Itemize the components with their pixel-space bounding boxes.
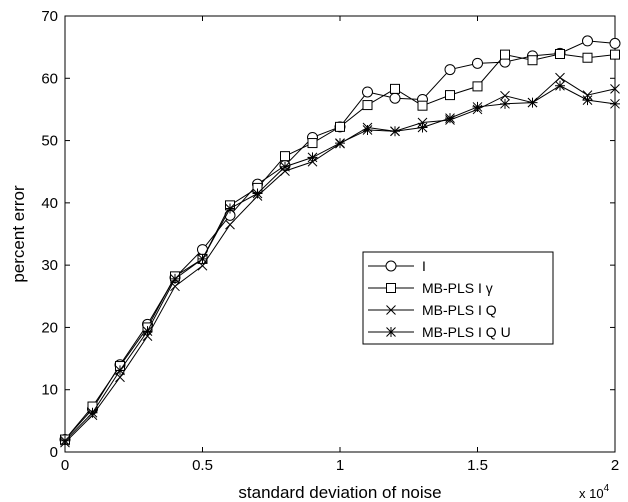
data-point xyxy=(610,49,620,60)
data-point xyxy=(115,365,125,376)
legend-label: MB-PLS I Q xyxy=(422,302,497,318)
legend-marker xyxy=(386,305,396,315)
data-point xyxy=(555,80,565,91)
data-point xyxy=(225,219,235,230)
data-point xyxy=(582,52,593,63)
data-point xyxy=(390,126,400,137)
data-point xyxy=(527,55,538,66)
legend-label: I xyxy=(422,258,426,274)
y-tick-label: 10 xyxy=(41,382,58,399)
x-scale-multiplier: x 104 xyxy=(579,483,610,501)
legend-entry: MB-PLS I Q U xyxy=(368,324,511,340)
data-point xyxy=(500,98,510,109)
data-point xyxy=(362,100,373,111)
data-point xyxy=(472,57,483,69)
x-tick-label: 1 xyxy=(336,457,344,474)
data-point xyxy=(582,35,593,47)
data-point xyxy=(445,90,455,101)
legend-marker xyxy=(386,327,396,337)
y-axis-title: percent error xyxy=(9,185,28,283)
data-point xyxy=(609,37,621,49)
data-point xyxy=(389,92,401,104)
y-tick-label: 20 xyxy=(41,319,58,336)
data-point xyxy=(417,100,428,111)
x-scale-base: x 10 xyxy=(579,486,604,501)
data-point xyxy=(445,113,455,124)
data-point xyxy=(280,161,290,172)
data-point xyxy=(362,124,373,135)
legend-label: MB-PLS I Q U xyxy=(422,324,511,340)
data-point xyxy=(197,260,208,271)
data-point xyxy=(142,326,153,337)
data-point xyxy=(307,152,318,163)
x-tick-label: 0 xyxy=(61,457,69,474)
series-square xyxy=(60,48,620,445)
series-layer xyxy=(59,35,621,448)
x-tick-label: 1.5 xyxy=(467,457,488,474)
legend-entry: MB-PLS I γ xyxy=(368,280,493,296)
data-point xyxy=(307,138,318,149)
y-tick-label: 70 xyxy=(41,8,58,25)
data-point xyxy=(500,49,510,60)
data-point xyxy=(500,90,510,101)
data-point xyxy=(417,122,428,133)
x-axis-title: standard deviation of noise xyxy=(238,483,441,502)
data-point xyxy=(280,151,290,162)
data-point xyxy=(170,281,180,292)
data-point xyxy=(390,83,400,94)
data-point xyxy=(225,203,235,214)
y-tick-label: 30 xyxy=(41,257,58,274)
data-point xyxy=(610,84,620,94)
data-point xyxy=(555,72,565,83)
plot-frame xyxy=(64,15,616,453)
data-point xyxy=(335,121,345,132)
data-point xyxy=(197,253,208,264)
data-point xyxy=(444,64,456,76)
legend-marker xyxy=(385,260,397,272)
y-tick-label: 40 xyxy=(41,195,58,212)
data-point xyxy=(362,86,373,98)
y-tick-label: 0 xyxy=(50,444,58,461)
data-point xyxy=(170,273,180,284)
data-point xyxy=(555,48,565,59)
legend-entry: MB-PLS I Q xyxy=(368,302,497,318)
data-point xyxy=(472,81,483,92)
legend-marker xyxy=(386,283,396,293)
data-point xyxy=(472,101,483,112)
data-point xyxy=(610,98,620,109)
x-tick-label: 0.5 xyxy=(192,457,213,474)
x-scale-exponent: 4 xyxy=(604,483,610,494)
data-point xyxy=(60,435,70,446)
x-tick-label: 2 xyxy=(611,457,619,474)
legend: I MB-PLS I γ MB-PLS I Q MB-PLS I Q U xyxy=(362,251,554,345)
data-point xyxy=(87,407,98,418)
data-point xyxy=(582,95,593,106)
legend-label: MB-PLS I γ xyxy=(422,280,493,296)
data-point xyxy=(527,97,538,108)
y-tick-label: 60 xyxy=(41,70,58,87)
y-tick-label: 50 xyxy=(41,133,58,150)
data-point xyxy=(335,138,345,149)
legend-entry: I xyxy=(368,258,426,274)
series-asterisk xyxy=(60,80,620,446)
data-point xyxy=(252,188,263,199)
